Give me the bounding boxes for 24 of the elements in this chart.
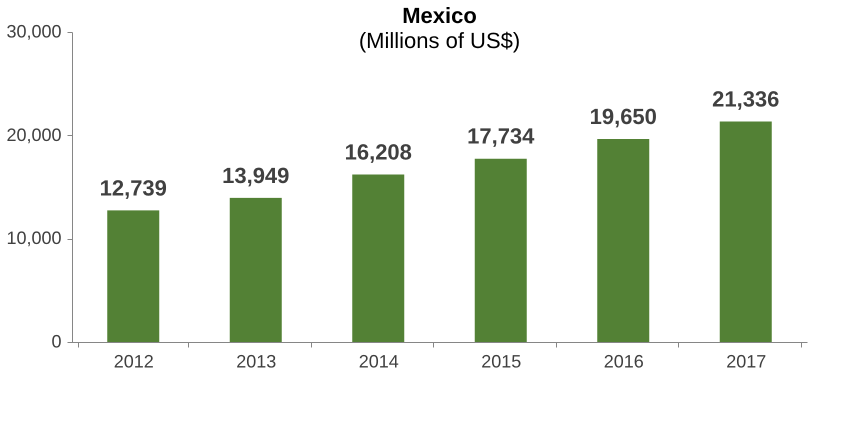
x-tick-label: 2013 — [236, 352, 276, 372]
y-tick-label: 0 — [51, 332, 62, 352]
x-tick-label: 2014 — [358, 352, 399, 372]
bar — [720, 122, 772, 342]
chart-title: Mexico — [402, 3, 477, 28]
data-label: 19,650 — [590, 104, 657, 129]
data-label: 16,208 — [344, 140, 412, 165]
x-tick-label: 2017 — [726, 352, 766, 372]
bar — [597, 138, 650, 342]
data-label: 21,336 — [712, 86, 780, 112]
data-label: 13,949 — [222, 162, 290, 188]
data-label: 17,734 — [467, 124, 536, 149]
x-tick-label: 2016 — [604, 352, 644, 372]
bar — [474, 158, 527, 342]
x-tick-label: 2015 — [481, 352, 522, 372]
y-tick-label: 30,000 — [6, 22, 62, 42]
data-label: 12,739 — [100, 175, 167, 200]
chart-subtitle: (Millions of US$) — [358, 28, 520, 53]
y-tick-label: 20,000 — [6, 124, 62, 145]
y-tick-label: 10,000 — [6, 228, 62, 248]
x-tick-label: 2012 — [114, 352, 154, 372]
bar — [352, 174, 404, 342]
bar — [107, 210, 160, 342]
bar — [230, 198, 282, 342]
